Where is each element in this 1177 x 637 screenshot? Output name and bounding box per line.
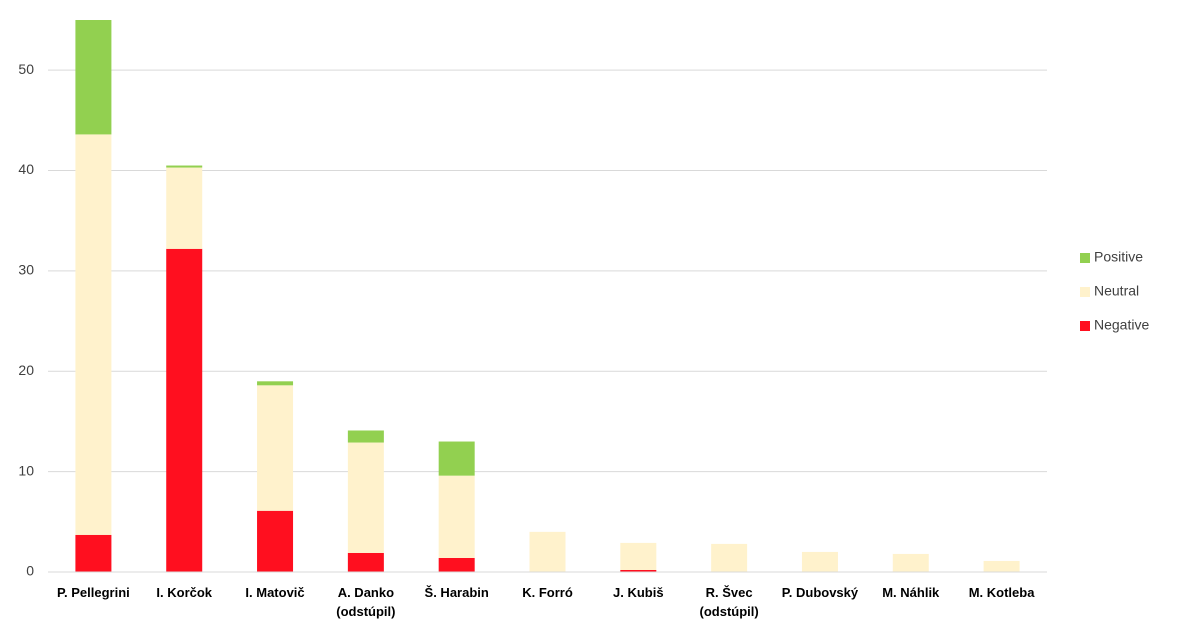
x-tick-label: P. Dubovský [782,585,859,600]
bar-segment [529,531,566,572]
bar-segment [438,557,475,572]
bar-segment [438,475,475,558]
bar-segment [892,553,929,572]
bar-segment [347,552,384,572]
x-tick-label: J. Kubiš [613,585,664,600]
x-tick-label: A. Danko (odstúpil) [336,585,395,619]
legend-swatch [1080,321,1090,331]
bar-segment [711,543,748,572]
legend-label: Negative [1094,317,1149,333]
y-tick-label: 20 [18,362,34,378]
bar-segment [801,551,838,572]
bar-segment [75,20,112,135]
bar-segment [620,542,657,570]
x-tick-label: Š. Harabin [425,585,489,600]
bar-segment [620,569,657,572]
y-tick-label: 50 [18,61,34,77]
y-tick-label: 0 [26,563,34,579]
x-tick-label: M. Náhlik [882,585,940,600]
y-tick-label: 40 [18,161,34,177]
y-tick-label: 10 [18,462,34,478]
bar-segment [166,167,203,249]
y-tick-label: 30 [18,262,34,278]
bar-segment [257,385,294,511]
bar-segment [75,134,112,535]
bar-segment [166,165,203,168]
bar-segment [166,248,203,572]
bar-segment [257,510,294,572]
x-tick-label: I. Matovič [245,585,304,600]
bar-segment [438,441,475,476]
legend-label: Neutral [1094,283,1139,299]
x-tick-label: I. Korčok [156,585,212,600]
legend-label: Positive [1094,249,1143,265]
x-tick-label: R. Švec (odstúpil) [700,585,759,619]
bar-segment [257,381,294,386]
bar-segment [347,430,384,443]
bar-segment [75,534,112,572]
bar-segment [983,560,1020,572]
legend-swatch [1080,253,1090,263]
bar-segment [347,442,384,553]
legend-swatch [1080,287,1090,297]
x-tick-label: P. Pellegrini [57,585,130,600]
x-tick-label: K. Forró [522,585,573,600]
x-tick-label: M. Kotleba [969,585,1035,600]
